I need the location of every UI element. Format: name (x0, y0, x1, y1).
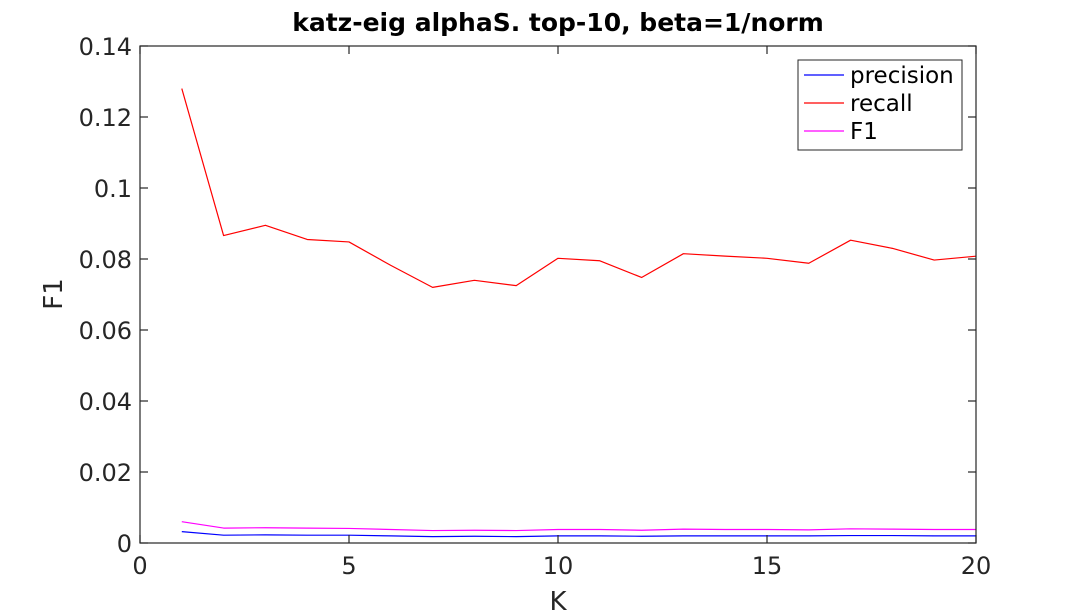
x-tick-label: 20 (961, 552, 992, 580)
x-tick-label: 0 (132, 552, 147, 580)
x-tick-label: 5 (341, 552, 356, 580)
y-tick-label: 0 (117, 530, 132, 558)
x-tick-label: 15 (752, 552, 783, 580)
x-axis-label: K (549, 587, 567, 615)
y-axis-label: F1 (39, 278, 69, 310)
x-tick-label: 10 (543, 552, 574, 580)
legend-label-precision: precision (850, 63, 954, 89)
chart-title: katz-eig alphaS. top-10, beta=1/norm (292, 8, 824, 37)
y-tick-label: 0.02 (79, 459, 132, 487)
y-tick-label: 0.1 (94, 175, 132, 203)
y-tick-label: 0.06 (79, 317, 132, 345)
legend-label-f1: F1 (850, 119, 878, 145)
y-tick-label: 0.12 (79, 104, 132, 132)
y-tick-label: 0.04 (79, 388, 132, 416)
series-line-precision (181, 531, 976, 538)
series-line-recall (181, 88, 977, 288)
legend-label-recall: recall (850, 91, 913, 117)
series-line-f1 (181, 521, 976, 532)
y-tick-label: 0.08 (79, 246, 132, 274)
y-tick-label: 0.14 (79, 33, 132, 61)
axes: 0 5 10 15 20 0 0.02 0.04 0.06 0.08 0.1 0.12 0.14 (79, 33, 992, 580)
